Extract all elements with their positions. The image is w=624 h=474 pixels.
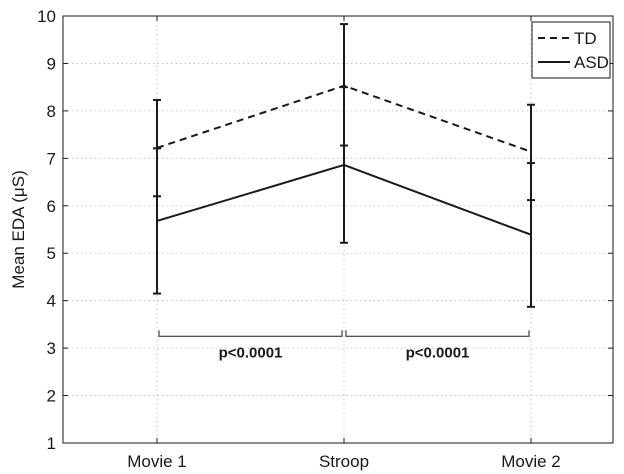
error-bar [153,147,161,295]
legend: TD ASD [531,21,611,79]
series-asd [153,86,535,308]
y-tick-label: 2 [47,387,56,406]
error-bar [527,162,535,308]
y-tick-label: 5 [47,244,56,263]
significance-bracket: p<0.0001 [158,330,343,361]
y-tick-label: 10 [37,7,56,26]
p-value-label: p<0.0001 [406,344,470,361]
y-tick-label: 4 [47,292,56,311]
y-tick-label: 7 [47,149,56,168]
error-bar [340,86,348,244]
annotations: p<0.0001 p<0.0001 [158,330,530,361]
y-tick-label: 8 [47,102,56,121]
x-tick-label: Movie 2 [501,452,561,471]
significance-bracket: p<0.0001 [345,330,530,361]
bracket-line [345,330,530,337]
y-tick-label: 1 [47,434,56,453]
y-axis-label: Mean EDA (μS) [9,170,28,288]
legend-label-asd: ASD [574,53,609,72]
legend-label-td: TD [574,29,597,48]
y-tick-label: 9 [47,54,56,73]
legend-box [531,21,611,79]
y-axis-ticks: 1 2 3 4 5 6 7 8 9 10 [37,7,613,453]
y-tick-label: 3 [47,339,56,358]
series [153,23,535,308]
y-tick-label: 6 [47,197,56,216]
x-tick-label: Movie 1 [127,452,187,471]
x-axis-ticks: Movie 1 Stroop Movie 2 [127,16,561,471]
plot-area-frame [62,15,614,444]
p-value-label: p<0.0001 [219,344,283,361]
bracket-line [158,330,343,337]
x-tick-label: Stroop [319,452,369,471]
